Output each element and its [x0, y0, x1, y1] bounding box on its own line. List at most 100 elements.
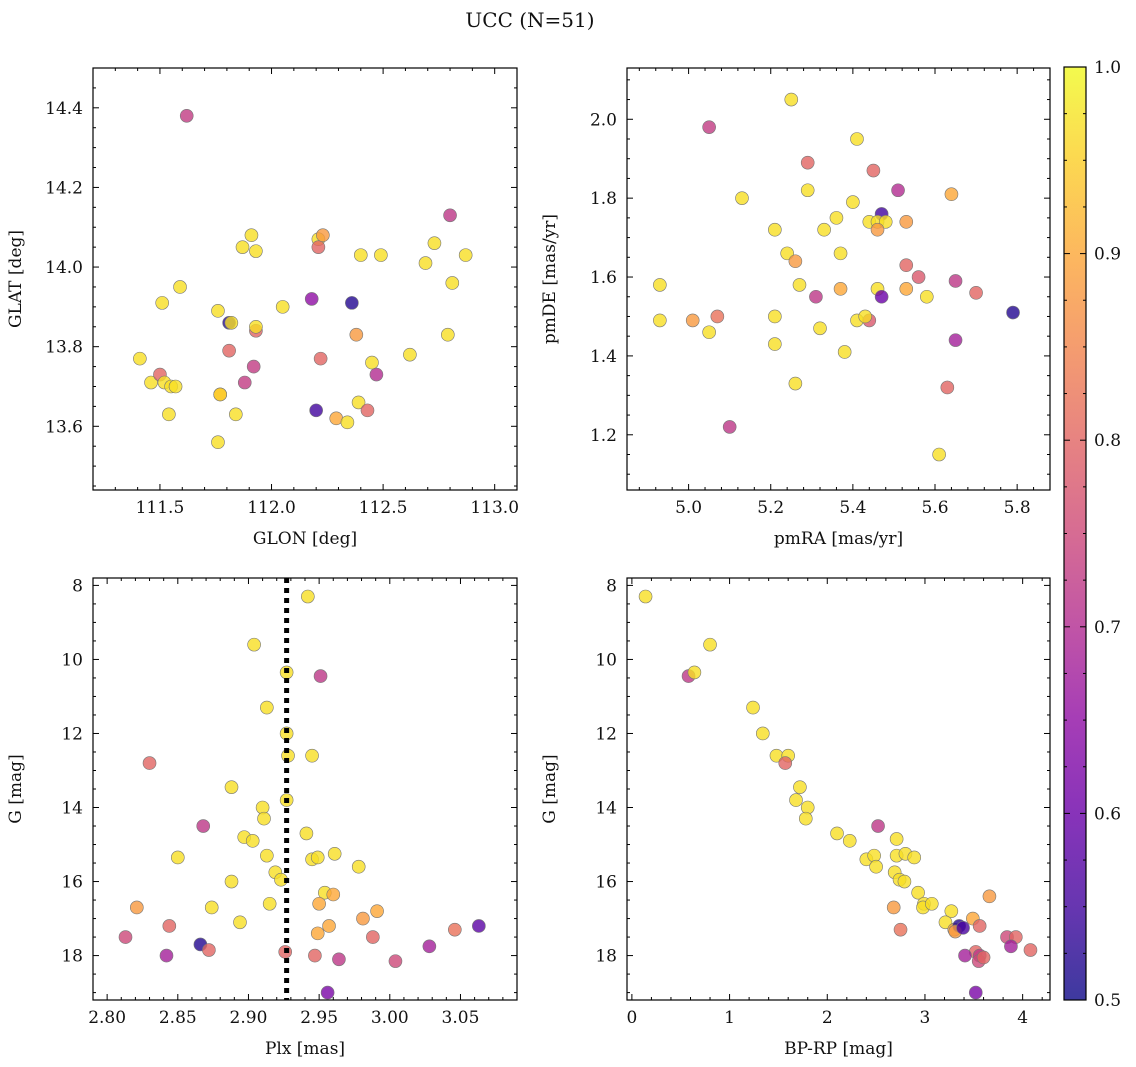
data-point — [932, 447, 946, 462]
data-point — [833, 282, 848, 296]
y-tick-label: 16 — [61, 873, 83, 893]
y-axis-label: pmDE [mas/yr] — [540, 214, 560, 344]
data-point — [313, 669, 328, 683]
data-point — [891, 183, 905, 198]
data-point — [911, 270, 926, 284]
x-axis-label: GLON [deg] — [253, 529, 357, 549]
data-point — [948, 333, 963, 347]
data-point — [260, 848, 274, 863]
y-axis-label: G [mag] — [6, 754, 26, 823]
data-point — [653, 278, 667, 292]
data-point — [162, 407, 176, 422]
data-point — [244, 228, 259, 243]
data-point — [792, 278, 807, 292]
y-tick-label: 14.2 — [45, 178, 83, 198]
data-point — [299, 826, 314, 841]
data-point — [768, 309, 782, 324]
x-tick-label: 5.6 — [921, 498, 948, 518]
data-point — [800, 183, 815, 198]
data-point — [222, 343, 236, 358]
x-tick-label: 112.0 — [247, 498, 296, 518]
data-point — [653, 313, 667, 328]
x-tick-label: 113.0 — [470, 498, 519, 518]
data-point — [886, 900, 901, 915]
data-point — [233, 915, 247, 930]
data-point — [441, 327, 455, 342]
data-point — [870, 222, 885, 237]
y-tick-label: 18 — [61, 947, 83, 967]
data-point — [858, 309, 872, 324]
colorbar-tick-label: 0.6 — [1094, 804, 1121, 824]
data-point — [944, 904, 959, 918]
x-tick-label: 5.8 — [1004, 498, 1031, 518]
data-point — [830, 826, 844, 841]
y-tick-label: 10 — [61, 650, 83, 670]
data-point — [353, 248, 368, 262]
data-point — [312, 896, 326, 911]
data-point — [722, 420, 737, 434]
data-point — [788, 376, 803, 391]
data-point — [958, 948, 972, 963]
data-point — [159, 948, 174, 963]
data-point — [245, 834, 260, 848]
y-tick-label: 14.4 — [45, 99, 83, 119]
x-axis-label: Plx [mas] — [265, 1039, 345, 1059]
data-point — [924, 896, 939, 911]
x-tick-label: 3.05 — [442, 1008, 480, 1028]
data-point — [919, 289, 934, 304]
data-point — [846, 195, 860, 209]
data-point — [448, 922, 462, 937]
y-tick-label: 12 — [595, 724, 617, 744]
data-point — [458, 248, 473, 262]
data-point — [418, 256, 433, 270]
data-point — [322, 919, 336, 933]
data-point — [842, 834, 857, 848]
data-point — [703, 637, 717, 652]
y-tick-label: 16 — [595, 873, 617, 893]
x-tick-label: 5.4 — [839, 498, 866, 518]
data-point — [349, 327, 364, 342]
data-point — [311, 240, 326, 254]
data-point — [1006, 305, 1020, 320]
y-tick-label: 12 — [61, 724, 83, 744]
data-point — [262, 896, 277, 911]
x-tick-label: 5.2 — [757, 498, 784, 518]
data-point — [370, 904, 384, 918]
data-point — [308, 948, 322, 963]
data-point — [867, 848, 881, 863]
data-point — [685, 313, 700, 328]
data-point — [320, 985, 335, 1000]
data-point — [866, 163, 881, 178]
data-point — [889, 832, 904, 846]
colorbar-tick-label: 1.0 — [1094, 58, 1121, 78]
data-point — [940, 380, 955, 395]
data-point — [356, 911, 370, 926]
data-point — [702, 325, 716, 340]
data-point — [260, 700, 274, 715]
data-point — [982, 889, 997, 904]
data-point — [351, 859, 366, 874]
x-tick-label: 112.5 — [359, 498, 408, 518]
data-point — [798, 811, 813, 826]
data-point — [313, 351, 328, 366]
data-point — [142, 756, 157, 770]
data-point — [710, 309, 725, 324]
y-tick-label: 13.6 — [45, 417, 83, 437]
data-point — [229, 407, 243, 422]
data-point — [768, 222, 782, 237]
x-tick-label: 2.85 — [159, 1008, 197, 1028]
data-point — [788, 254, 803, 269]
data-point — [969, 286, 983, 300]
data-point — [445, 276, 460, 290]
data-point — [829, 211, 844, 225]
data-point — [938, 915, 953, 930]
data-point — [809, 289, 823, 304]
data-point — [196, 819, 211, 833]
data-point — [211, 435, 225, 450]
x-tick-label: 111.5 — [136, 498, 185, 518]
y-axis-label: GLAT [deg] — [6, 230, 26, 328]
data-point — [224, 874, 239, 889]
data-point — [327, 846, 342, 861]
data-point — [388, 954, 403, 968]
data-point — [768, 337, 782, 351]
